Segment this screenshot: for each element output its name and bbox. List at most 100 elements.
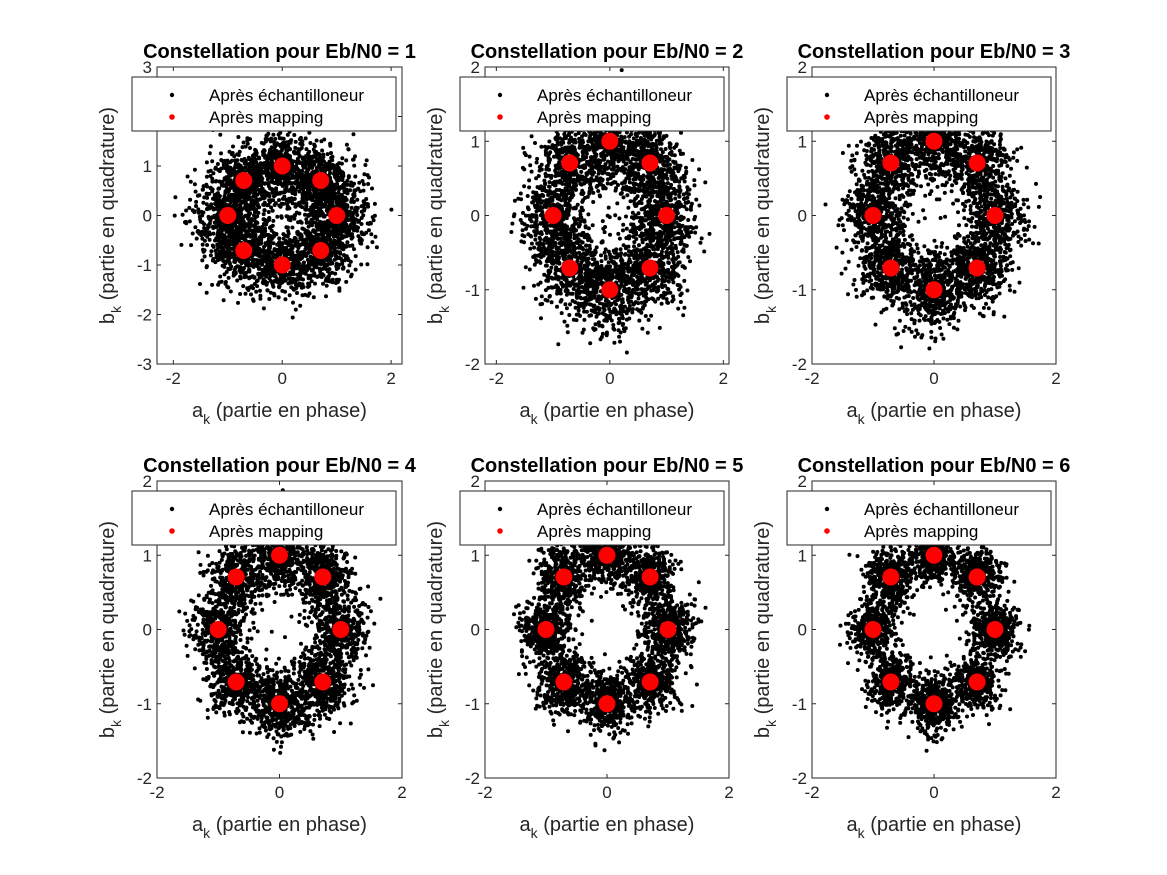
received-point (329, 245, 333, 250)
received-point (527, 154, 532, 159)
received-point (228, 160, 233, 165)
received-point (344, 279, 349, 284)
received-point (239, 216, 244, 220)
received-point (352, 163, 357, 168)
received-point (232, 188, 237, 193)
received-point (312, 193, 317, 198)
received-point (521, 285, 526, 290)
received-point (694, 225, 699, 230)
received-point (329, 155, 334, 160)
received-point (199, 209, 204, 214)
received-point (200, 258, 205, 263)
y-tick-label: -2 (137, 306, 152, 325)
received-point (235, 189, 240, 194)
received-point (625, 193, 630, 198)
received-point (245, 189, 250, 194)
mapped-point (235, 172, 253, 190)
received-point (224, 245, 229, 250)
received-point (218, 249, 222, 254)
received-point (677, 190, 682, 195)
received-point (218, 274, 223, 279)
received-point (360, 179, 365, 183)
received-point (220, 203, 225, 207)
received-point (616, 231, 621, 236)
received-point (525, 223, 530, 228)
received-point (250, 274, 255, 279)
received-point (257, 258, 262, 263)
received-point (353, 154, 357, 159)
received-point (300, 282, 305, 287)
received-point (337, 194, 342, 199)
received-point (258, 241, 263, 246)
received-point (289, 185, 294, 190)
received-point (287, 155, 292, 160)
received-point (302, 200, 306, 205)
received-point (259, 175, 264, 180)
received-point (309, 237, 314, 242)
received-point (201, 184, 206, 189)
received-point (228, 242, 233, 247)
received-point (334, 281, 338, 285)
received-point (238, 292, 243, 296)
received-point (252, 205, 256, 210)
received-point (244, 234, 249, 239)
received-point (221, 197, 226, 202)
received-point (295, 239, 300, 244)
received-point (194, 236, 199, 241)
received-point (371, 218, 376, 223)
received-point (320, 223, 325, 228)
received-point (248, 205, 253, 210)
received-point (340, 156, 345, 161)
received-point (282, 251, 287, 256)
received-point (276, 142, 281, 147)
received-point (293, 307, 298, 312)
received-point (324, 294, 328, 299)
received-point (543, 182, 547, 187)
received-point (357, 180, 362, 185)
received-point (292, 149, 297, 154)
received-point (224, 203, 229, 208)
received-point (215, 162, 220, 166)
received-point (678, 152, 683, 156)
received-point (328, 143, 333, 148)
received-point (252, 242, 256, 247)
received-point (236, 194, 241, 199)
received-point (270, 266, 275, 271)
received-point (373, 234, 378, 239)
received-point (219, 151, 223, 156)
received-point (280, 184, 285, 188)
received-point (323, 199, 328, 204)
received-point (225, 168, 230, 173)
received-point (221, 258, 226, 263)
received-point (321, 204, 326, 209)
y-tick-label: 1 (143, 157, 152, 176)
received-point (316, 208, 321, 213)
received-point (313, 281, 317, 286)
received-point (326, 262, 331, 266)
received-point (291, 257, 296, 262)
received-point (236, 135, 241, 139)
received-point (311, 295, 316, 300)
received-point (310, 198, 315, 203)
received-point (284, 214, 289, 219)
received-point (246, 261, 251, 266)
received-point (255, 278, 260, 283)
received-point (277, 198, 281, 203)
received-point (306, 266, 311, 271)
received-point (270, 282, 275, 287)
received-point (257, 265, 262, 270)
received-point (279, 148, 284, 153)
y-tick-label: 0 (143, 207, 152, 226)
received-point (331, 250, 336, 255)
received-point (258, 197, 263, 202)
received-point (341, 227, 346, 232)
received-point (364, 158, 369, 163)
received-point (222, 233, 227, 238)
received-point (343, 181, 347, 185)
received-point (370, 186, 374, 191)
received-point (202, 222, 207, 227)
received-point (238, 204, 243, 209)
received-point (351, 224, 356, 229)
received-point (602, 157, 606, 162)
received-point (256, 225, 261, 230)
